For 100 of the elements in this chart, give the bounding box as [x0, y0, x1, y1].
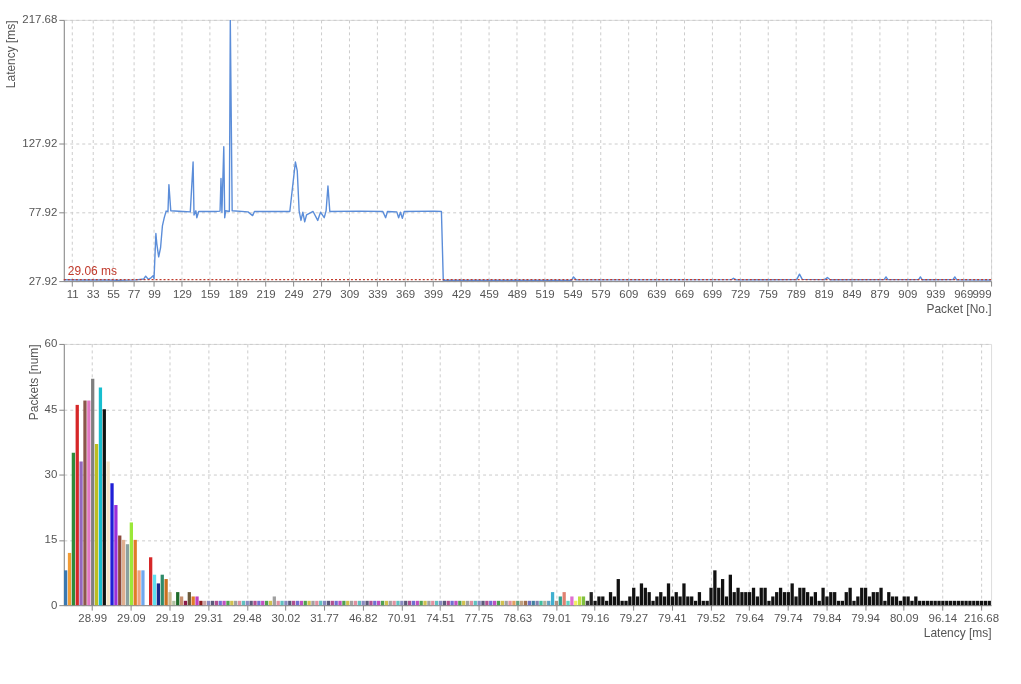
- bar: [539, 600, 543, 606]
- bar: [624, 600, 628, 606]
- x-tick-label: 28.99: [78, 611, 108, 624]
- bar: [748, 592, 752, 606]
- bar: [570, 596, 574, 606]
- y-tick-label: 127.92: [22, 136, 58, 149]
- x-tick-label: 819: [814, 287, 834, 300]
- bar: [149, 557, 153, 606]
- bar: [577, 596, 582, 606]
- x-tick-label: 879: [870, 287, 890, 300]
- x-tick-label: 99: [148, 287, 161, 300]
- bar: [118, 535, 122, 606]
- x-tick-label: 30.02: [271, 611, 301, 624]
- x-tick-label: 189: [228, 287, 248, 300]
- bar: [775, 592, 779, 606]
- bar: [608, 592, 613, 606]
- bar: [195, 596, 199, 606]
- x-tick-label: 77.75: [464, 611, 494, 624]
- bar: [740, 592, 744, 606]
- x-tick-label: 29.48: [232, 611, 262, 624]
- x-tick-label: 79.16: [580, 611, 610, 624]
- bar: [253, 600, 257, 606]
- x-tick-label: 969: [954, 287, 974, 300]
- bar: [481, 600, 485, 606]
- x-tick-label: 609: [619, 287, 639, 300]
- bar: [601, 596, 605, 606]
- bar: [593, 600, 597, 606]
- bar: [809, 596, 814, 606]
- x-tick-label: 399: [423, 287, 444, 300]
- x-tick-label: 79.01: [542, 611, 571, 624]
- x-tick-label: 159: [200, 287, 220, 300]
- x-tick-label: 669: [675, 287, 695, 300]
- bar: [968, 600, 972, 606]
- bar: [682, 583, 686, 606]
- bar: [272, 596, 276, 606]
- y-axis-title: Packets [num]: [26, 344, 41, 421]
- bar: [562, 592, 566, 606]
- x-axis-title: Packet [No.]: [926, 302, 992, 317]
- bar: [187, 592, 191, 606]
- bar: [647, 592, 651, 606]
- bar: [284, 600, 288, 606]
- bar: [891, 596, 895, 606]
- bar: [894, 596, 899, 606]
- x-tick-label: 46.82: [348, 611, 378, 624]
- bar: [581, 596, 586, 606]
- bar: [805, 592, 810, 606]
- bar: [813, 592, 817, 606]
- x-tick-label: 369: [396, 287, 416, 300]
- x-tick-label: 429: [451, 287, 471, 300]
- bar: [423, 600, 427, 606]
- bar: [616, 579, 620, 606]
- bar: [771, 596, 775, 606]
- x-tick-label: 79.94: [851, 611, 881, 624]
- bar: [887, 592, 891, 606]
- bar: [392, 600, 396, 606]
- bar: [454, 600, 458, 606]
- y-tick-label: 45: [44, 402, 58, 415]
- x-tick-label: 639: [647, 287, 667, 300]
- bar: [937, 600, 941, 606]
- x-tick-label: 699: [703, 287, 723, 300]
- bar: [83, 400, 87, 606]
- bar: [639, 583, 644, 606]
- bar: [655, 596, 659, 606]
- bar: [728, 574, 732, 606]
- bar: [396, 600, 400, 606]
- x-tick-label: 519: [535, 287, 555, 300]
- x-tick-label: 579: [591, 287, 611, 300]
- x-tick-label: 29.19: [155, 611, 185, 624]
- x-tick-label: 849: [842, 287, 862, 300]
- bar: [168, 592, 172, 606]
- bar: [369, 600, 373, 606]
- bar: [137, 570, 141, 606]
- bar: [450, 600, 454, 606]
- bar: [906, 596, 910, 606]
- x-tick-label: 96.14: [928, 611, 958, 624]
- bar: [87, 400, 91, 606]
- x-tick-label: 939: [926, 287, 946, 300]
- x-tick-label: 759: [758, 287, 778, 300]
- bar: [98, 387, 103, 606]
- y-tick-label: 77.92: [28, 205, 58, 218]
- bar: [964, 600, 968, 606]
- bar: [106, 461, 110, 606]
- bar: [141, 570, 145, 606]
- y-tick-label: 0: [50, 598, 58, 611]
- x-tick-label: 999: [972, 287, 992, 300]
- bar: [152, 574, 157, 606]
- y-tick-label: 27.92: [28, 274, 58, 287]
- bar: [164, 579, 168, 606]
- bar: [690, 596, 694, 606]
- bar: [199, 600, 203, 606]
- x-tick-label: 79.52: [696, 611, 726, 624]
- y-tick-label: 30: [44, 468, 58, 481]
- bar: [659, 592, 663, 606]
- bar: [875, 592, 879, 606]
- bar: [558, 596, 562, 606]
- x-tick-label: 80.09: [889, 611, 919, 624]
- x-tick-label: 729: [730, 287, 751, 300]
- bar: [782, 592, 787, 606]
- bar: [342, 600, 346, 606]
- bar: [191, 596, 195, 606]
